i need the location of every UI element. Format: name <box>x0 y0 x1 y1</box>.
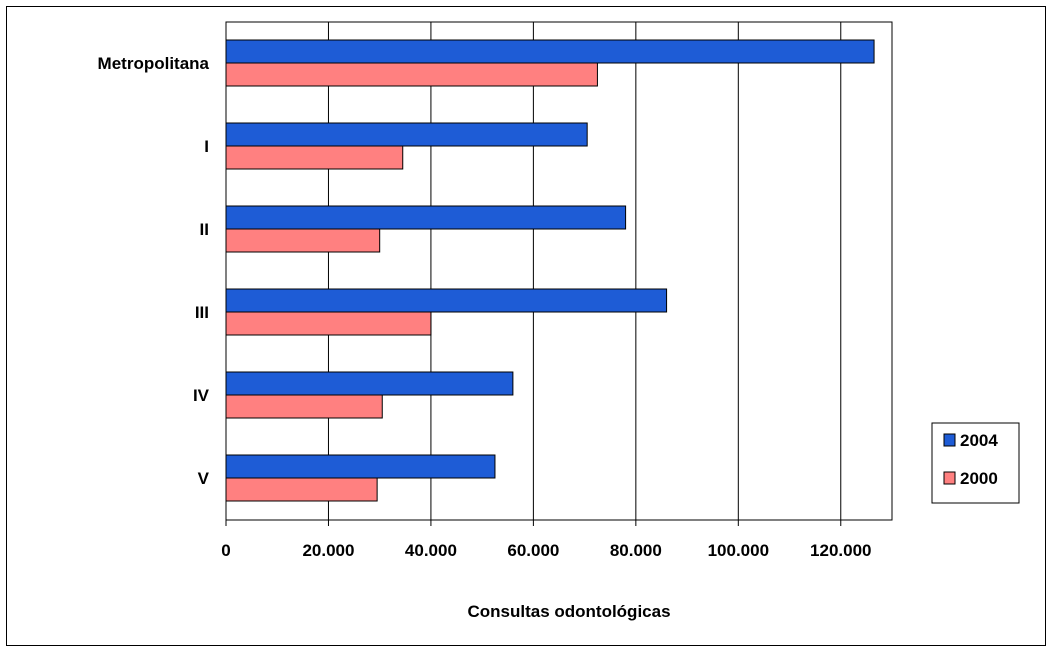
bar-2000-ii <box>225 228 381 253</box>
bar-2000-v <box>225 477 378 502</box>
bar-2004-i <box>225 122 588 147</box>
x-tick-label: 60.000 <box>507 541 559 560</box>
x-tick-label: 0 <box>221 541 230 560</box>
bar-2000-i <box>225 145 404 170</box>
bar-2004-iii <box>225 288 668 313</box>
x-axis-label: Consultas odontológicas <box>467 602 670 621</box>
x-axis-ticks: 0 20.000 40.000 60.000 80.000 100.000 120.000 <box>221 520 871 560</box>
legend: 2004 2000 <box>931 422 1020 504</box>
x-tick-label: 20.000 <box>302 541 354 560</box>
legend-label-2000: 2000 <box>960 469 998 488</box>
bar-2004-metropolitana <box>225 39 875 64</box>
category-label: I <box>204 137 209 156</box>
x-tick-label: 120.000 <box>810 541 871 560</box>
x-tick-label: 100.000 <box>708 541 769 560</box>
bar-chart: 0 20.000 40.000 60.000 80.000 100.000 120.000 … <box>98 21 1020 621</box>
bar-2004-v <box>225 454 496 479</box>
legend-swatch-2000 <box>943 471 956 485</box>
bar-2004-ii <box>225 205 627 230</box>
plot-border <box>225 21 893 521</box>
category-label: IV <box>193 386 210 405</box>
bar-2000-metropolitana <box>225 62 598 87</box>
category-label: III <box>195 303 209 322</box>
bar-2000-iv <box>225 394 383 419</box>
category-label: V <box>198 469 210 488</box>
legend-label-2004: 2004 <box>960 431 998 450</box>
legend-swatch-2004 <box>943 433 956 447</box>
bar-2000-iii <box>225 311 432 336</box>
category-label: Metropolitana <box>98 54 210 73</box>
x-tick-label: 80.000 <box>610 541 662 560</box>
category-label: II <box>200 220 209 239</box>
plot-area <box>225 21 893 521</box>
bar-2004-iv <box>225 371 514 396</box>
x-tick-label: 40.000 <box>405 541 457 560</box>
